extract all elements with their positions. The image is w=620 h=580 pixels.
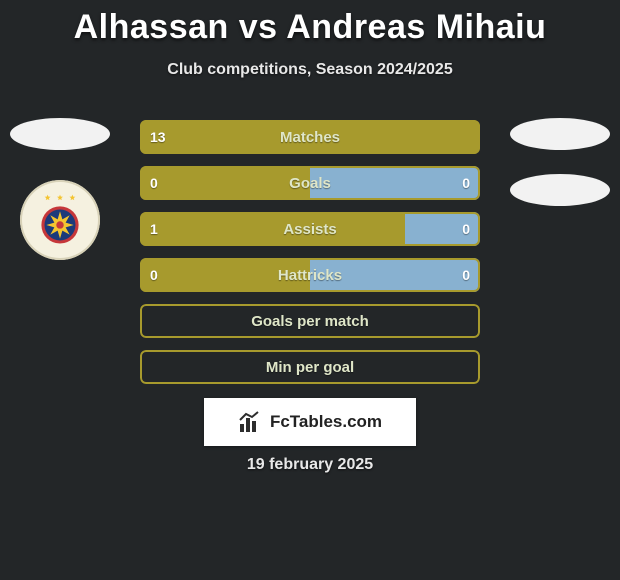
stat-bar-row: Goals0 0: [140, 166, 480, 200]
stat-bar-row: Assists1 0: [140, 212, 480, 246]
club-badge-icon: [29, 189, 91, 251]
brand-box: FcTables.com: [204, 398, 416, 446]
stat-bar-row: Hattricks0 0: [140, 258, 480, 292]
stat-bar-label: Hattricks: [140, 258, 480, 292]
brand-text: FcTables.com: [270, 412, 382, 432]
stat-bar-row: Goals per match: [140, 304, 480, 338]
stat-bar-label: Matches: [140, 120, 480, 154]
club-badge: [20, 180, 100, 260]
stat-bar-value-right: 0: [462, 212, 470, 246]
page-subtitle: Club competitions, Season 2024/2025: [0, 61, 620, 79]
stat-bar-value-left: 1: [150, 212, 158, 246]
stat-bar-value-left: 0: [150, 166, 158, 200]
stat-bar-value-right: 0: [462, 166, 470, 200]
date-text: 19 february 2025: [0, 456, 620, 474]
player-right-placeholder: [510, 118, 610, 150]
stat-bar-row: Min per goal: [140, 350, 480, 384]
stat-bars: Matches13Goals00Assists10Hattricks00Goal…: [140, 120, 480, 396]
stat-bar-label: Min per goal: [140, 350, 480, 384]
stat-bar-row: Matches13: [140, 120, 480, 154]
chart-icon: [238, 410, 262, 434]
stat-bar-label: Goals: [140, 166, 480, 200]
stat-bar-value-left: 0: [150, 258, 158, 292]
player-right-placeholder-2: [510, 174, 610, 206]
page-title: Alhassan vs Andreas Mihaiu: [0, 0, 620, 47]
player-left-placeholder: [10, 118, 110, 150]
stat-bar-value-right: 0: [462, 258, 470, 292]
stat-bar-value-left: 13: [150, 120, 166, 154]
stat-bar-label: Goals per match: [140, 304, 480, 338]
stat-bar-label: Assists: [140, 212, 480, 246]
